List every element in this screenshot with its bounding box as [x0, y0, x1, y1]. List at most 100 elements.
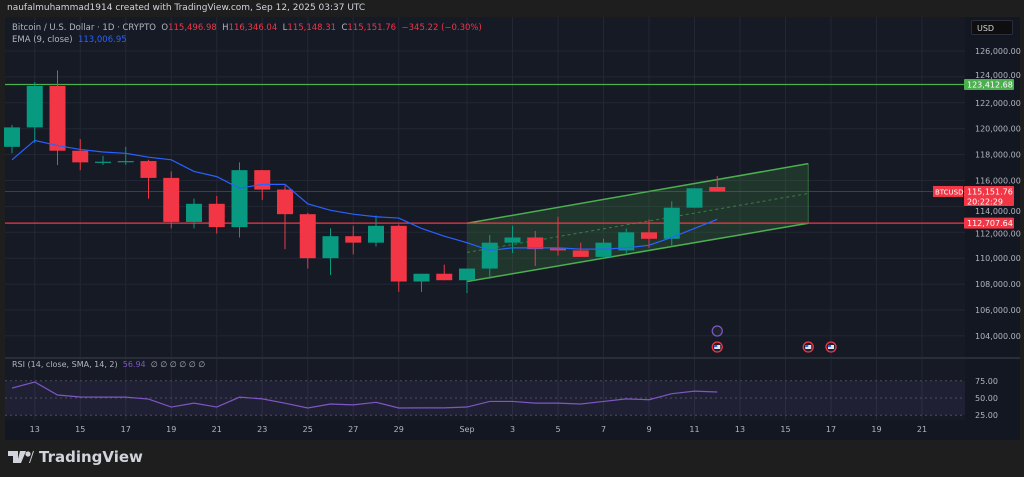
- candle: [686, 188, 703, 208]
- candle: [663, 201, 680, 247]
- rsi-line: [11, 381, 718, 409]
- candle: [186, 198, 202, 229]
- candle: [26, 82, 43, 143]
- symbol-title[interactable]: Bitcoin / U.S. Dollar · 1D · CRYPTO: [12, 23, 156, 33]
- candle-body: [72, 150, 89, 163]
- candle-body: [436, 273, 453, 281]
- channel-mid-line: [466, 192, 809, 253]
- time-tick-label: 15: [75, 425, 85, 434]
- candle-body: [504, 237, 521, 243]
- candle: [299, 212, 316, 269]
- rsi-label[interactable]: RSI (14, close, SMA, 14, 2): [12, 360, 118, 369]
- candle: [322, 228, 339, 276]
- time-axis-background: [5, 420, 1020, 440]
- candle: [117, 146, 134, 165]
- time-tick-label: 5: [555, 425, 560, 434]
- candle-body: [709, 187, 726, 192]
- candle: [709, 176, 726, 192]
- flash-event-icon[interactable]: [711, 325, 723, 337]
- time-tick-label: 15: [780, 425, 790, 434]
- candle: [72, 139, 89, 171]
- high-value: 116,346.04: [228, 23, 278, 33]
- time-tick-label: 7: [601, 425, 606, 434]
- low-value: 115,148.31: [287, 23, 337, 33]
- countdown-label: 20:22:29: [967, 197, 1003, 206]
- candle-body: [595, 242, 612, 257]
- low-label: L: [282, 23, 288, 33]
- candle: [550, 216, 566, 256]
- rsi-value: 56.94: [122, 360, 146, 369]
- candle-body: [390, 225, 407, 282]
- candle-body: [208, 203, 225, 228]
- us-flag-icon[interactable]: [825, 341, 837, 353]
- candle-body: [527, 237, 544, 250]
- rsi-legend: RSI (14, close, SMA, 14, 2) 56.94 ∅ ∅ ∅ …: [12, 360, 205, 369]
- candle: [595, 238, 612, 257]
- us-flag-icon[interactable]: [711, 341, 723, 353]
- price-tick-label: 118,000.00: [975, 151, 1021, 160]
- candle-body: [299, 214, 316, 259]
- time-tick-label: Sep: [459, 425, 474, 434]
- flag-canton: [714, 345, 718, 347]
- symbol-tag: BTCUSD: [935, 188, 964, 196]
- candle-body: [4, 127, 20, 147]
- price-tick-label: 122,000.00: [975, 99, 1021, 108]
- candle-body: [49, 85, 66, 151]
- time-tick-label: 25: [303, 425, 313, 434]
- currency-button[interactable]: USD: [971, 20, 1013, 35]
- candle-body: [481, 242, 498, 269]
- candle-body: [231, 170, 248, 228]
- time-tick-label: 13: [735, 425, 745, 434]
- price-tick-label: 112,000.00: [975, 230, 1021, 239]
- price-tick-label: 120,000.00: [975, 125, 1021, 134]
- time-tick-label: 21: [917, 425, 927, 434]
- candle: [413, 273, 430, 292]
- rsi-tick-label: 75.00: [975, 377, 998, 386]
- candle-body: [322, 236, 339, 259]
- price-tick-label: 126,000.00: [975, 47, 1021, 56]
- channel-upper-line: [466, 162, 809, 224]
- candle: [390, 224, 407, 292]
- time-tick-label: 21: [212, 425, 222, 434]
- candle: [208, 196, 225, 234]
- candle-body: [550, 247, 566, 251]
- current-price-label-bg: [964, 185, 1014, 206]
- us-flag-icon[interactable]: [802, 341, 814, 353]
- ema-value: 113,006.95: [77, 35, 127, 45]
- candle: [277, 185, 293, 250]
- time-tick-label: 23: [257, 425, 267, 434]
- candle-body: [459, 268, 475, 281]
- candle-body: [413, 273, 430, 282]
- candle: [459, 268, 475, 294]
- candle-body: [117, 161, 134, 163]
- chart-canvas[interactable]: 126,000.00 124,000.00 122,000.00 120,000.00…: [0, 17, 1024, 440]
- symbol-legend: Bitcoin / U.S. Dollar · 1D · CRYPTO O115…: [12, 22, 482, 46]
- candle: [436, 264, 453, 281]
- candle: [163, 171, 180, 229]
- flag-canton: [828, 345, 831, 347]
- ema-line: [11, 139, 718, 252]
- support-price-label: 112,707.64: [967, 219, 1013, 228]
- change-value: −345.22 (−0.30%): [401, 23, 482, 33]
- time-tick-label: 19: [871, 425, 881, 434]
- candle: [140, 159, 157, 199]
- candle: [4, 124, 20, 154]
- candle: [368, 215, 384, 247]
- time-tick-label: 17: [121, 425, 131, 434]
- time-tick-label: 11: [689, 425, 699, 434]
- price-tick-label: 108,000.00: [975, 280, 1021, 289]
- close-value: 115,151.76: [347, 23, 397, 33]
- price-tick-label: 106,000.00: [975, 306, 1021, 315]
- attribution: naufalmuhammad1914 created with TradingV…: [0, 0, 1024, 17]
- candle-body: [186, 203, 202, 222]
- time-tick-label: 3: [510, 425, 515, 434]
- flag-canton: [805, 345, 809, 347]
- tradingview-logo[interactable]: TradingView: [8, 448, 143, 466]
- candle: [641, 219, 657, 248]
- candle: [572, 242, 589, 257]
- candle: [618, 228, 635, 254]
- tradingview-logo-icon: [8, 451, 34, 463]
- ema-label[interactable]: EMA (9, close): [12, 35, 73, 45]
- price-tick-label: 110,000.00: [975, 254, 1021, 263]
- high-label: H: [222, 23, 229, 33]
